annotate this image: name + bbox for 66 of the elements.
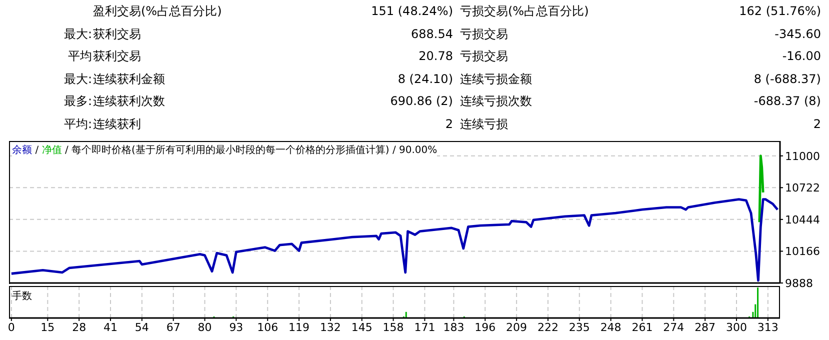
text: 最大: — [64, 70, 92, 88]
text: 亏损交易 — [460, 26, 508, 43]
x-tick-label: 235 — [568, 320, 590, 334]
x-tick-label: 41 — [104, 320, 118, 334]
text: 连续亏损 — [460, 116, 508, 133]
x-tick-label: 80 — [198, 320, 212, 334]
text: 8 (-688.37) — [754, 70, 821, 88]
text: 获利交易 — [93, 26, 141, 43]
chart-title: 手数 — [12, 290, 32, 303]
y-tick-label: 10722 — [785, 182, 820, 195]
text: 最多: — [64, 93, 92, 110]
text: -345.60 — [774, 26, 821, 43]
x-tick-label: 222 — [537, 320, 558, 334]
x-tick-label: 248 — [600, 320, 622, 334]
line-series — [758, 154, 764, 224]
text: 2 — [445, 116, 453, 133]
annotation: / — [64, 145, 68, 156]
x-tick-label: 67 — [166, 320, 180, 334]
text: 2 — [813, 116, 821, 133]
text: 162 (51.76%) — [739, 3, 821, 20]
text: 亏损交易(%占总百分比) — [460, 3, 589, 20]
x-tick-label: 313 — [757, 320, 778, 334]
x-tick-label: 171 — [414, 320, 436, 334]
text: 净值 — [42, 145, 62, 156]
x-tick-label: 28 — [72, 320, 86, 334]
chart-title: 每个即时价格(基于所有可利用的最小时段的每一个价格的分形插值计算) / 90.00% — [72, 145, 438, 156]
x-tick-label: 196 — [474, 320, 496, 334]
text: 盈利交易(%占总百分比) — [93, 3, 222, 20]
text: 连续亏损金额 — [460, 70, 532, 88]
text: 余额 — [12, 145, 32, 156]
x-tick-label: 0 — [8, 320, 15, 334]
x-tick-label: 261 — [632, 320, 653, 334]
text: 获利交易 — [93, 48, 141, 66]
text: 亏损交易 — [460, 48, 508, 66]
text: 151 (48.24%) — [371, 3, 453, 20]
text: 连续获利次数 — [93, 93, 165, 110]
x-tick-label: 145 — [351, 320, 372, 334]
text: 20.78 — [418, 48, 453, 66]
x-tick-label: 183 — [443, 320, 464, 334]
x-tick-label: 54 — [134, 320, 149, 334]
x-tick-label: 132 — [320, 320, 341, 334]
x-tick-label: 93 — [229, 320, 244, 334]
x-tick-label: 287 — [694, 320, 716, 334]
x-tick-label: 15 — [40, 320, 55, 334]
text: 690.86 (2) — [390, 93, 453, 110]
annotation: / — [35, 145, 39, 156]
text: 连续获利 — [93, 116, 141, 133]
x-tick-label: 300 — [726, 320, 747, 334]
text: 8 (24.10) — [398, 70, 453, 88]
x-tick-label: 158 — [382, 320, 404, 334]
text: 平均: — [64, 116, 92, 133]
x-tick-label: 119 — [288, 320, 310, 334]
text: 平均 — [68, 48, 92, 66]
y-tick-label: 10444 — [785, 213, 820, 226]
x-tick-label: 274 — [663, 320, 684, 334]
text: 连续获利金额 — [93, 70, 165, 88]
x-tick-label: 209 — [506, 320, 528, 334]
text: 连续亏损次数 — [460, 93, 532, 110]
text: 688.54 — [411, 26, 453, 43]
x-tick-label: 106 — [257, 320, 278, 334]
text: -16.00 — [782, 48, 821, 66]
y-tick-label: 10166 — [785, 245, 820, 258]
y-tick-label: 9888 — [785, 276, 813, 290]
y-tick-label: 11000 — [785, 150, 820, 163]
text: -688.37 (8) — [754, 93, 821, 110]
text: 最大: — [64, 26, 92, 43]
